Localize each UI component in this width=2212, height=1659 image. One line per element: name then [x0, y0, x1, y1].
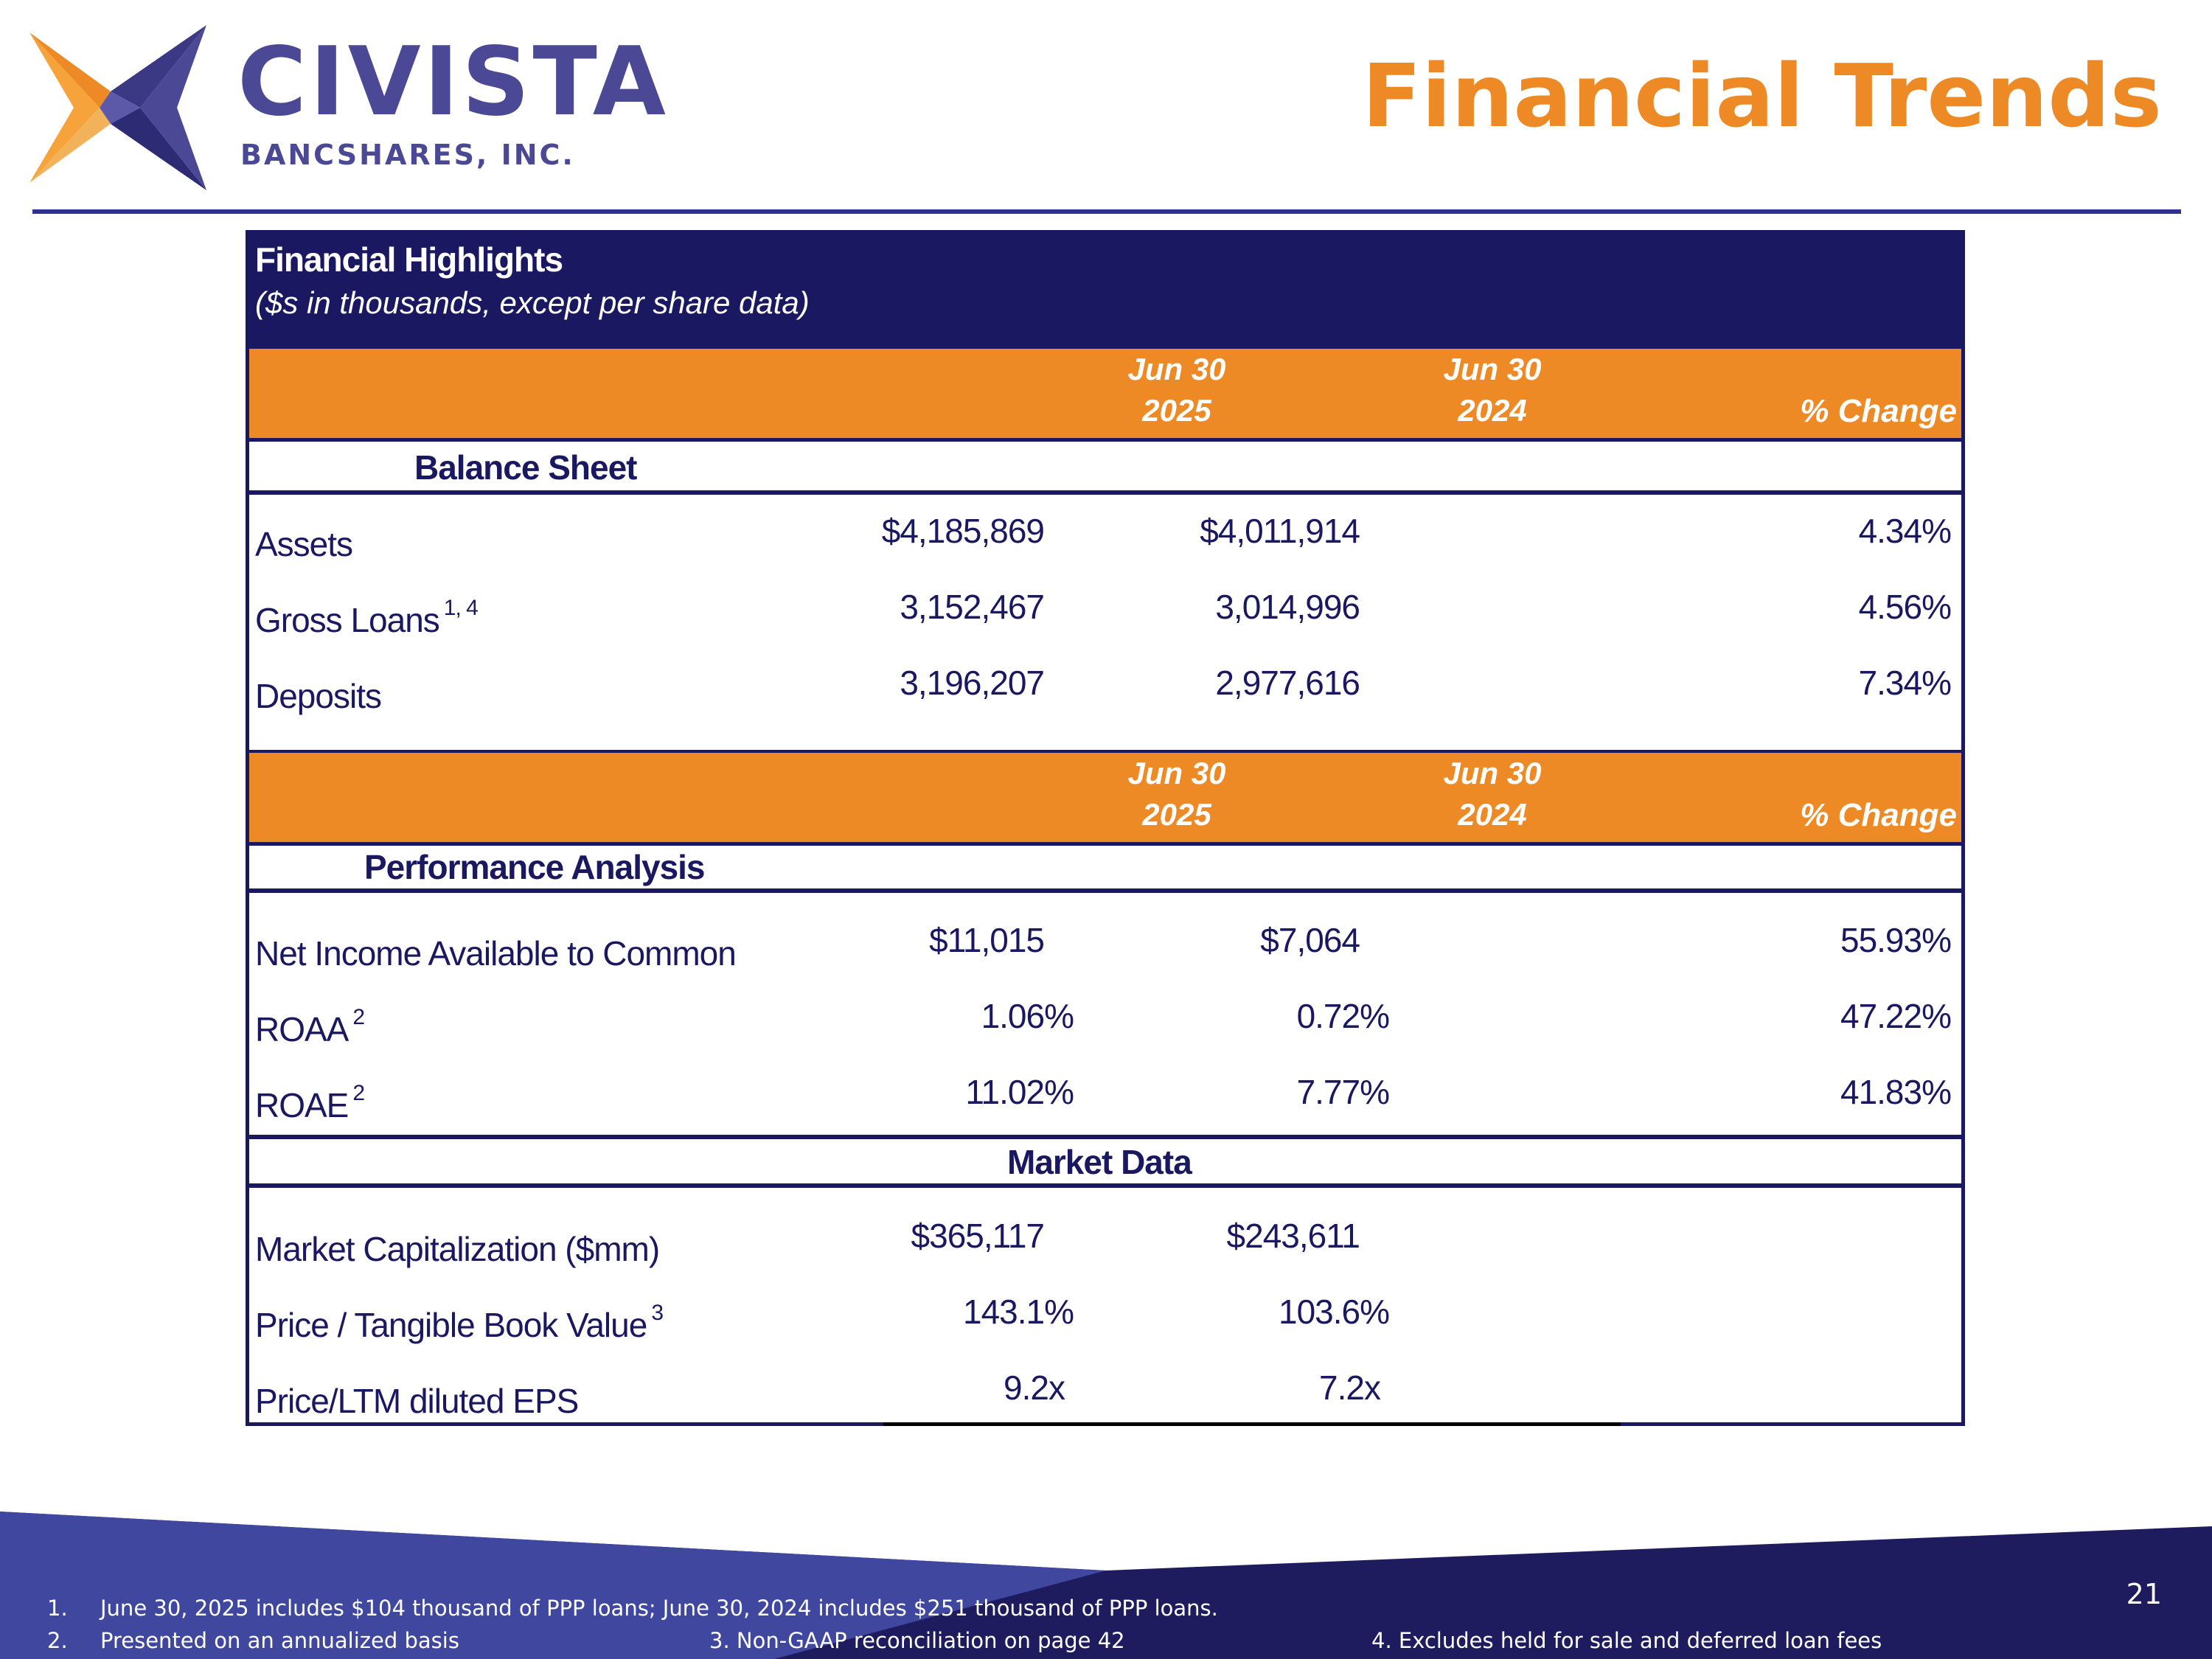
- row-label: Assets: [255, 525, 353, 563]
- column-header-label: Jun 30: [1127, 756, 1226, 790]
- footnote-text: Presented on an annualized basis: [100, 1628, 459, 1653]
- value-2024: 7.77%: [1296, 1073, 1390, 1111]
- value-2025: 11.02%: [965, 1073, 1074, 1111]
- column-header-2024: Jun 30 2024: [1382, 349, 1603, 431]
- column-header-band: Jun 30 2025 Jun 30 2024 % Change: [249, 346, 1961, 442]
- value-2024: 3,014,996: [1215, 588, 1360, 626]
- table-bottom-rule: [883, 1422, 1621, 1426]
- column-header-2024: Jun 30 2024: [1382, 753, 1603, 835]
- value-2024: $7,064: [1260, 921, 1360, 959]
- value-2024: $4,011,914: [1200, 512, 1360, 550]
- table-title: Financial Highlights: [255, 240, 563, 279]
- table-row: Price / Tangible Book Value 3 143.1% 103.…: [249, 1276, 1961, 1349]
- column-header-year: 2025: [1142, 393, 1211, 428]
- column-header-year: 2024: [1458, 393, 1527, 428]
- footnote-ref: 1, 4: [443, 596, 479, 620]
- page-title: Financial Trends: [1362, 45, 2162, 147]
- title-divider: [32, 209, 2181, 214]
- logo-name: CIVISTA: [237, 27, 669, 137]
- page-number: 21: [2126, 1578, 2162, 1610]
- footnote-text: 3. Non-GAAP reconciliation on page 42: [709, 1628, 1125, 1653]
- value-2025: $365,117: [911, 1217, 1045, 1255]
- row-label: Price/LTM diluted EPS: [255, 1382, 579, 1420]
- row-label: ROAA 2: [255, 1005, 365, 1048]
- value-2025: $11,015: [929, 921, 1045, 959]
- row-label: ROAE 2: [255, 1081, 365, 1124]
- financial-highlights-table: Financial Highlights ($s in thousands, e…: [246, 230, 1965, 1426]
- column-header-2025: Jun 30 2025: [1066, 753, 1287, 835]
- section-label: Market Data: [1007, 1143, 1192, 1181]
- footnote-number: 2.: [47, 1628, 68, 1653]
- value-pct-change: 4.56%: [1858, 588, 1952, 626]
- section-balance-sheet: Balance Sheet: [249, 442, 1961, 495]
- value-2024: $243,611: [1226, 1217, 1360, 1255]
- row-label: Price / Tangible Book Value 3: [255, 1301, 664, 1344]
- footnote-text: June 30, 2025 includes $104 thousand of …: [100, 1596, 1218, 1621]
- value-pct-change: 7.34%: [1858, 664, 1952, 702]
- column-header-year: 2025: [1142, 797, 1211, 832]
- section-market-data: Market Data: [249, 1135, 1961, 1188]
- section-performance-analysis: Performance Analysis: [249, 846, 1961, 893]
- footer-band: [0, 1512, 2212, 1659]
- table-row: Deposits 3,196,207 2,977,616 7.34%: [249, 647, 1961, 720]
- value-2025: 9.2x: [1004, 1368, 1065, 1407]
- value-2025: 143.1%: [962, 1293, 1074, 1331]
- row-label: Deposits: [255, 677, 382, 715]
- table-row: ROAE 2 11.02% 7.77% 41.83%: [249, 1056, 1961, 1130]
- value-2024: 0.72%: [1296, 997, 1390, 1035]
- value-2025: 1.06%: [981, 997, 1074, 1035]
- company-logo: CIVISTA BANCSHARES, INC.: [29, 22, 666, 190]
- section-label: Balance Sheet: [414, 448, 637, 487]
- value-2024: 7.2x: [1319, 1368, 1381, 1407]
- section-label: Performance Analysis: [364, 848, 706, 886]
- value-pct-change: 47.22%: [1840, 997, 1952, 1035]
- row-label: Net Income Available to Common: [255, 934, 737, 973]
- value-pct-change: 41.83%: [1840, 1073, 1952, 1111]
- column-header-pct-change: % Change: [1800, 797, 1957, 833]
- logo-subtitle: BANCSHARES, INC.: [240, 139, 575, 171]
- value-2025: 3,152,467: [900, 588, 1045, 626]
- table-row: Market Capitalization ($mm) $365,117 $24…: [249, 1200, 1961, 1273]
- value-2025: $4,185,869: [881, 512, 1045, 550]
- table-row: Gross Loans 1, 4 3,152,467 3,014,996 4.56…: [249, 571, 1961, 644]
- column-header-pct-change: % Change: [1800, 393, 1957, 429]
- column-header-label: Jun 30: [1127, 352, 1226, 386]
- footnote-number: 1.: [47, 1596, 68, 1621]
- column-header-label: Jun 30: [1443, 352, 1542, 386]
- row-label: Gross Loans 1, 4: [255, 596, 479, 639]
- column-header-year: 2024: [1458, 797, 1527, 832]
- column-header-band: Jun 30 2025 Jun 30 2024 % Change: [249, 750, 1961, 846]
- four-point-star-logo-icon: [29, 25, 206, 190]
- table-header: Financial Highlights ($s in thousands, e…: [249, 234, 1961, 346]
- table-row: Net Income Available to Common $11,015 $…: [249, 904, 1961, 978]
- table-subtitle: ($s in thousands, except per share data): [255, 285, 810, 320]
- footer-background: [0, 1512, 2212, 1659]
- footnote-ref: 2: [352, 1081, 365, 1105]
- footnote-ref: 3: [651, 1301, 664, 1325]
- value-2025: 3,196,207: [900, 664, 1045, 702]
- value-2024: 103.6%: [1278, 1293, 1390, 1331]
- table-row: Price/LTM diluted EPS 9.2x 7.2x: [249, 1352, 1961, 1425]
- table-row: ROAA 2 1.06% 0.72% 47.22%: [249, 980, 1961, 1054]
- row-label: Market Capitalization ($mm): [255, 1230, 660, 1268]
- value-2024: 2,977,616: [1215, 664, 1360, 702]
- column-header-2025: Jun 30 2025: [1066, 349, 1287, 431]
- footnote-text: 4. Excludes held for sale and deferred l…: [1371, 1628, 1882, 1653]
- value-pct-change: 55.93%: [1840, 921, 1952, 959]
- footnote-ref: 2: [352, 1005, 365, 1029]
- value-pct-change: 4.34%: [1858, 512, 1952, 550]
- column-header-label: Jun 30: [1443, 756, 1542, 790]
- table-row: Assets $4,185,869 $4,011,914 4.34%: [249, 495, 1961, 568]
